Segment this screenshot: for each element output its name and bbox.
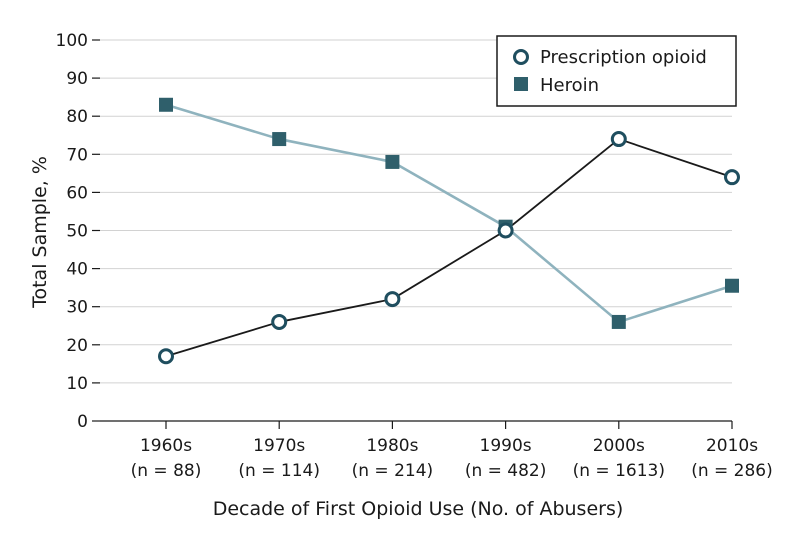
x-tick-label: 2000s bbox=[593, 436, 645, 456]
x-tick-label: 1980s bbox=[366, 436, 418, 456]
x-tick-count-label: (n = 114) bbox=[238, 461, 320, 481]
data-point-prescription-opioid bbox=[384, 291, 401, 308]
data-point-heroin bbox=[272, 132, 287, 147]
y-tick-label: 90 bbox=[66, 69, 88, 89]
y-tick-label: 0 bbox=[77, 412, 88, 432]
y-tick-label: 50 bbox=[66, 222, 88, 242]
x-axis-ticks: 1960s (n = 88) 1970s (n = 114) 1980s (n = 214… bbox=[131, 421, 773, 481]
data-point-heroin bbox=[611, 314, 626, 329]
data-point-prescription-opioid bbox=[497, 222, 514, 239]
data-point-heroin bbox=[385, 154, 400, 169]
data-point-heroin bbox=[159, 97, 173, 112]
x-tick-label: 1970s bbox=[253, 436, 305, 456]
y-tick-label: 80 bbox=[66, 107, 88, 127]
legend-marker-heroin bbox=[514, 77, 528, 91]
series-layer bbox=[158, 97, 740, 365]
data-point-heroin bbox=[725, 278, 739, 293]
y-tick-label: 30 bbox=[66, 298, 88, 318]
x-tick-count-label: (n = 482) bbox=[465, 461, 547, 481]
legend-box bbox=[496, 35, 737, 107]
y-axis-ticks: 0 10 20 30 40 50 60 70 80 90 100 bbox=[56, 31, 100, 432]
data-point-prescription-opioid bbox=[610, 131, 627, 148]
data-point-prescription-opioid bbox=[158, 348, 174, 365]
x-tick-label: 1990s bbox=[480, 436, 532, 456]
data-point-prescription-opioid bbox=[271, 313, 288, 330]
x-axis-title: Decade of First Opioid Use (No. of Abuse… bbox=[213, 498, 624, 520]
y-tick-label: 60 bbox=[66, 183, 88, 203]
data-point-prescription-opioid bbox=[724, 169, 740, 186]
x-tick-count-label: (n = 214) bbox=[352, 461, 434, 481]
x-tick-count-label: (n = 286) bbox=[691, 461, 773, 481]
legend: Prescription opioid Heroin bbox=[496, 35, 737, 107]
y-tick-label: 100 bbox=[56, 31, 88, 51]
legend-marker-prescription-opioid bbox=[513, 49, 529, 65]
series-line-prescription-opioid bbox=[165, 138, 733, 358]
y-tick-label: 70 bbox=[66, 145, 88, 165]
series-line-heroin bbox=[165, 103, 733, 324]
x-tick-count-label: (n = 88) bbox=[131, 461, 202, 481]
y-tick-label: 40 bbox=[66, 260, 88, 280]
x-tick-label: 1960s bbox=[140, 436, 192, 456]
x-tick-count-label: (n = 1613) bbox=[573, 461, 665, 481]
legend-label-prescription-opioid: Prescription opioid bbox=[540, 47, 707, 68]
y-axis-title: Total Sample, % bbox=[29, 156, 51, 309]
y-tick-label: 20 bbox=[66, 336, 88, 356]
x-tick-label: 2010s bbox=[706, 436, 758, 456]
legend-label-heroin: Heroin bbox=[540, 75, 599, 96]
y-tick-label: 10 bbox=[66, 374, 88, 394]
